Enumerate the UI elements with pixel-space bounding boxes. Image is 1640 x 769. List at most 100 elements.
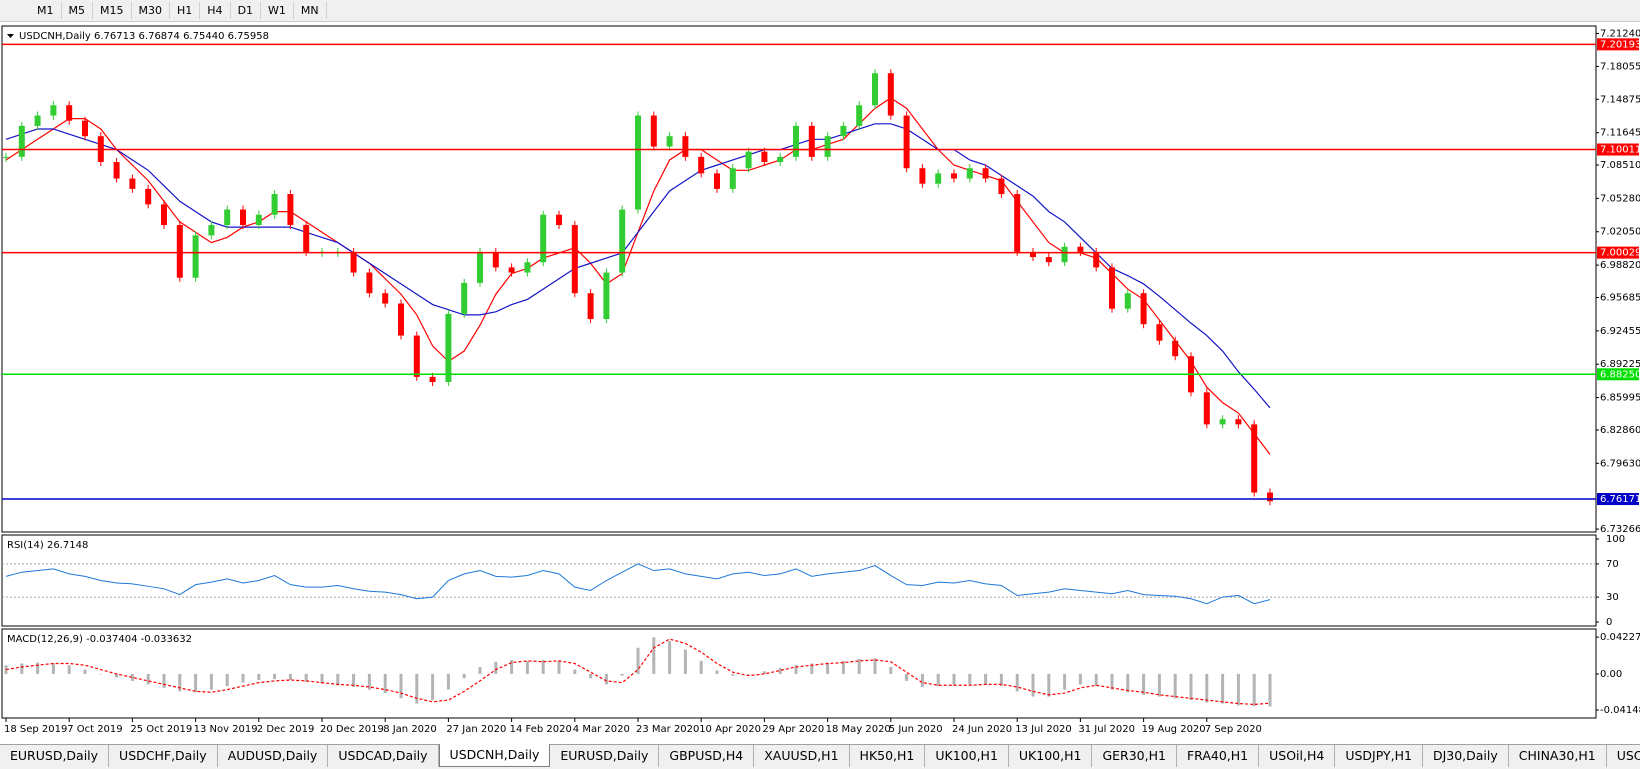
y-tick-label: 6.73266 xyxy=(1600,524,1640,535)
candle xyxy=(682,136,689,157)
macd-bar xyxy=(1047,673,1051,697)
candle xyxy=(571,225,578,294)
macd-bar xyxy=(431,673,435,701)
macd-bar xyxy=(1142,673,1146,695)
x-tick-label: 23 Mar 2020 xyxy=(636,724,699,735)
candle xyxy=(271,194,278,215)
macd-bar xyxy=(841,660,845,674)
chart-tab[interactable]: CHINA30,H1 xyxy=(1509,745,1607,767)
macd-bar xyxy=(573,669,577,674)
candle xyxy=(34,115,41,126)
candle xyxy=(951,173,957,179)
macd-bar xyxy=(273,673,277,680)
chart-tab[interactable]: USDJPY,H1 xyxy=(1335,745,1423,767)
x-tick-label: 10 Apr 2020 xyxy=(699,724,761,735)
x-tick-label: 20 Dec 2019 xyxy=(320,724,384,735)
macd-bar xyxy=(67,665,71,674)
chart-tab[interactable]: EURUSD,Daily xyxy=(0,745,110,767)
x-tick-label: 13 Nov 2019 xyxy=(194,724,258,735)
candle xyxy=(66,105,73,121)
price-level-tag xyxy=(1597,246,1639,259)
chart-tab[interactable]: USDCNH,Daily xyxy=(438,744,551,767)
y-tick-label: 6.95685 xyxy=(1600,292,1640,303)
y-tick-label: 7.18055 xyxy=(1600,61,1640,72)
candle xyxy=(650,115,657,147)
macd-bar xyxy=(936,673,940,687)
chart-tab[interactable]: GBPUSD,H4 xyxy=(659,745,755,767)
timeframe-button[interactable]: M30 xyxy=(132,2,170,19)
macd-bar xyxy=(352,673,356,687)
panel-frame xyxy=(1,534,1597,627)
price-level-label: 6.76171 xyxy=(1600,494,1640,505)
price-level-label: 7.00029 xyxy=(1600,248,1640,259)
macd-bar xyxy=(794,665,798,674)
x-tick-label: 8 Jan 2020 xyxy=(383,724,437,735)
macd-bar xyxy=(731,673,735,676)
candle xyxy=(887,73,894,116)
candle xyxy=(477,251,483,283)
y-tick-label: 0 xyxy=(1606,617,1612,628)
candle xyxy=(429,376,436,383)
panel-title: MACD(12,26,9) -0.037404 -0.033632 xyxy=(7,634,192,645)
macd-bar xyxy=(1189,673,1193,701)
timeframe-button[interactable]: D1 xyxy=(231,2,262,19)
timeframe-button[interactable]: W1 xyxy=(261,2,294,19)
chart-tab[interactable]: UK100,H1 xyxy=(925,745,1009,767)
macd-bar xyxy=(778,667,782,674)
macd-bar xyxy=(1126,673,1130,693)
macd-bar xyxy=(36,662,40,674)
candle xyxy=(1014,194,1021,252)
macd-bar xyxy=(1094,673,1098,687)
macd-bar xyxy=(336,673,340,686)
chart-tab[interactable]: USOil,H1 xyxy=(1607,745,1640,767)
macd-bar xyxy=(462,673,466,679)
chart-tab[interactable]: USOil,H4 xyxy=(1259,745,1336,767)
x-tick-label: 18 Sep 2019 xyxy=(4,724,67,735)
macd-bar xyxy=(636,647,640,674)
y-tick-label: 7.08510 xyxy=(1600,160,1640,171)
timeframe-button[interactable]: M1 xyxy=(30,2,62,19)
candle xyxy=(1140,293,1147,325)
chart-tab[interactable]: FRA40,H1 xyxy=(1177,745,1260,767)
candle xyxy=(714,173,720,189)
chart-tab[interactable]: EURUSD,Daily xyxy=(550,745,660,767)
candle xyxy=(445,313,452,383)
candle xyxy=(824,136,831,157)
timeframe-button[interactable]: H1 xyxy=(170,2,201,19)
macd-bar xyxy=(288,673,292,681)
macd-bar xyxy=(652,637,656,674)
chart-tab[interactable]: XAUUSD,H1 xyxy=(754,745,850,767)
macd-bar xyxy=(1078,673,1082,685)
chart-tab[interactable]: AUDUSD,Daily xyxy=(218,745,329,767)
rsi-line xyxy=(5,563,1271,605)
macd-bar xyxy=(1031,673,1035,697)
chart-tab[interactable]: GER30,H1 xyxy=(1092,745,1177,767)
macd-bar xyxy=(589,673,593,679)
macd-bar xyxy=(415,673,419,704)
macd-bar xyxy=(320,673,324,684)
panel-title: USDCNH,Daily 6.76713 6.76874 6.75440 6.7… xyxy=(19,31,269,42)
candle xyxy=(50,105,57,116)
candle xyxy=(1203,392,1210,425)
macd-bar xyxy=(478,666,482,674)
macd-bar xyxy=(920,673,924,687)
timeframe-button[interactable]: H4 xyxy=(200,2,231,19)
macd-bar xyxy=(257,673,261,681)
candle xyxy=(777,156,784,163)
chart-tab[interactable]: USDCAD,Daily xyxy=(328,745,439,767)
macd-bar xyxy=(510,660,514,674)
timeframe-toolbar: M1 M5 M15 M30 H1 H4 D1 W1 MN xyxy=(0,0,1640,22)
timeframe-button[interactable]: M15 xyxy=(93,2,132,19)
chart-tab[interactable]: UK100,H1 xyxy=(1009,745,1093,767)
macd-bar xyxy=(178,673,182,692)
timeframe-button[interactable]: MN xyxy=(294,2,327,19)
macd-bar xyxy=(541,660,545,674)
candle xyxy=(635,115,641,210)
timeframe-button[interactable]: M5 xyxy=(62,2,93,19)
chart-tab[interactable]: USDCHF,Daily xyxy=(109,745,218,767)
x-tick-label: 14 Feb 2020 xyxy=(510,724,572,735)
candle xyxy=(603,272,610,320)
chart-tab[interactable]: HK50,H1 xyxy=(850,745,926,767)
chart-tab[interactable]: DJ30,Daily xyxy=(1423,745,1509,767)
macd-bar xyxy=(984,673,988,685)
